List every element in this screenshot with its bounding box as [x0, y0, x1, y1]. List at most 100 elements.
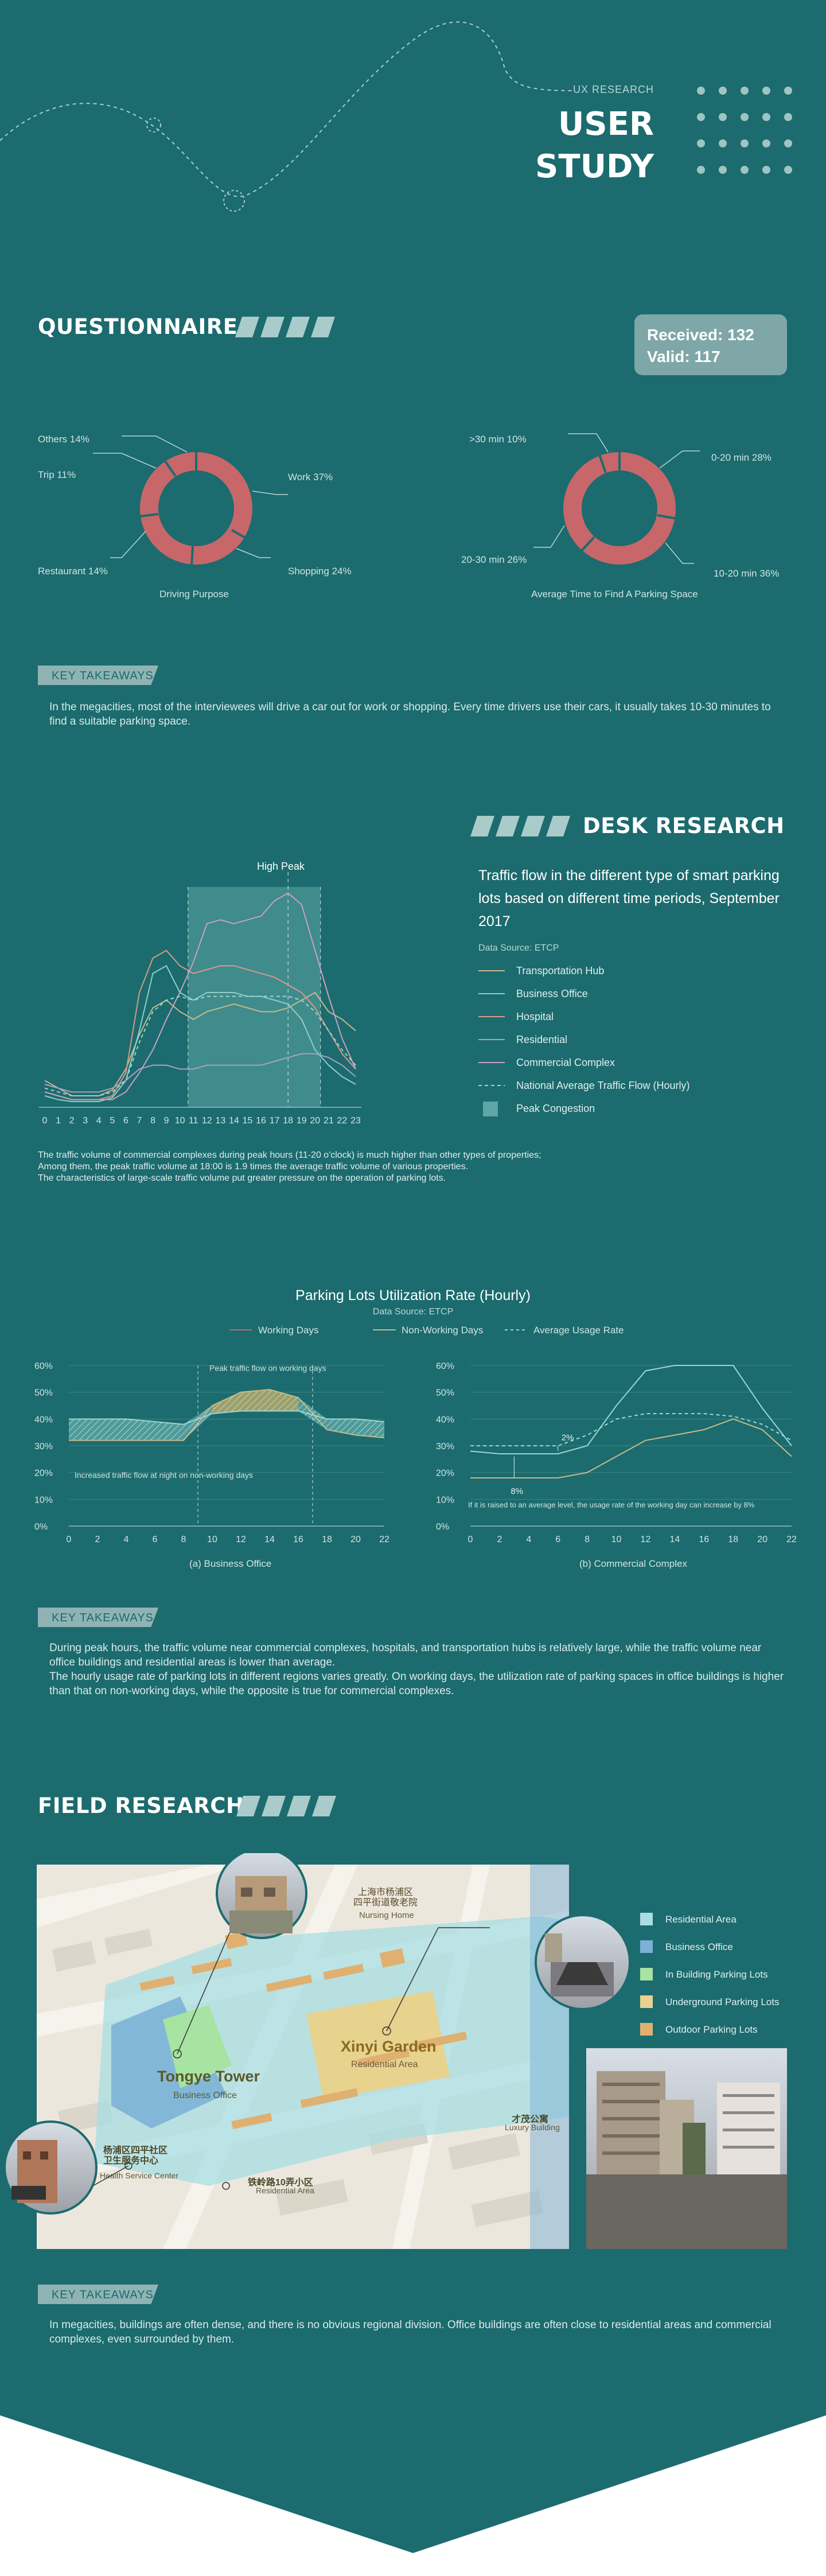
field-legend-label: Residential Area [665, 1914, 737, 1925]
takeaway-tag-3: KEY TAKEAWAYS [38, 2285, 158, 2304]
y-tick-label: 40% [34, 1415, 53, 1425]
section-stripes [235, 317, 335, 337]
area-difference [69, 1390, 384, 1441]
map-label-caimao-en: Luxury Building [505, 2123, 560, 2132]
header-dot [762, 113, 770, 121]
x-tick-label: 0 [67, 1535, 72, 1544]
y-tick-label: 50% [436, 1388, 454, 1398]
map-label-tielu-cn: 铁岭路10弄小区 [248, 2178, 313, 2188]
util-legend-label: Working Days [258, 1325, 319, 1336]
x-tick-label: 16 [699, 1535, 709, 1544]
x-tick-label: 18 [283, 1116, 293, 1124]
series-national-average [44, 995, 356, 1096]
legend-label: Commercial Complex [516, 1057, 615, 1068]
field-photos [3, 1853, 787, 2249]
x-tick-label: 1 [56, 1116, 61, 1124]
utilization-legend: Working Days Non-Working Days Average Usag… [229, 1325, 624, 1336]
header-dot [697, 139, 705, 147]
x-tick-label: 14 [229, 1116, 239, 1124]
y-tick-label: 50% [34, 1388, 53, 1398]
x-tick-label: 6 [153, 1535, 158, 1544]
valid-count: Valid: 117 [647, 348, 720, 365]
y-tick-label: 0% [34, 1522, 48, 1532]
takeaway-tag-label: KEY TAKEAWAYS [52, 2289, 154, 2301]
flow-note: The traffic volume of commercial complex… [38, 1150, 541, 1184]
series-non-working-days [470, 1365, 792, 1454]
area-working-peak [212, 1390, 298, 1414]
header-dot [741, 113, 749, 121]
annotation-8pct: 8% [511, 1487, 523, 1496]
field-legend-swatch [640, 1968, 653, 1980]
x-tick-label: 4 [124, 1535, 129, 1544]
annotation-night: Increased traffic flow at night on non-w… [75, 1470, 253, 1480]
series-residential [44, 1053, 356, 1093]
y-tick-label: 20% [436, 1469, 454, 1478]
header-decoration [0, 21, 792, 212]
takeaway-tag-label: KEY TAKEAWAYS [52, 670, 154, 682]
map-label-health-cn: 杨浦区四平社区 卫生服务中心 [103, 2146, 168, 2166]
takeaway-tag-label: KEY TAKEAWAYS [52, 1612, 154, 1624]
header-dot [784, 87, 792, 95]
x-tick-label: 20 [350, 1535, 361, 1544]
donut1-label-restaurant: Restaurant 14% [38, 566, 108, 577]
field-legend-label: In Building Parking Lots [665, 1969, 768, 1980]
received-count: Received: 132 [647, 326, 754, 344]
x-tick-label: 2 [497, 1535, 502, 1544]
x-tick-label: 10 [611, 1535, 622, 1544]
x-tick-label: 23 [350, 1116, 361, 1124]
x-tick-label: 8 [181, 1535, 186, 1544]
header-dot [762, 166, 770, 174]
header-dot [719, 139, 727, 147]
response-count-box: Received: 132 Valid: 117 [634, 314, 787, 375]
x-tick-label: 6 [555, 1535, 560, 1544]
x-tick-label: 4 [96, 1116, 102, 1124]
series-commercial-complex [44, 892, 356, 1100]
utilization-chart-business: 0% 10% 20% 30% 40% 50% 60% 0 2 4 6 8 10 12 14 16 18 20 22 P… [34, 1361, 389, 1544]
header-kicker: UX RESEARCH [572, 84, 654, 95]
chart-a-caption: (a) Business Office [189, 1558, 272, 1569]
donut-chart-driving-purpose [93, 435, 288, 566]
x-tick-label: 22 [337, 1116, 348, 1124]
x-tick-label: 16 [256, 1116, 266, 1124]
donut2-caption: Average Time to Find A Parking Space [531, 589, 698, 600]
takeaway-text-1: In the megacities, most of the interview… [49, 701, 771, 727]
donut2-label-over30: >30 min 10% [469, 434, 527, 445]
y-tick-label: 0% [436, 1522, 449, 1532]
y-tick-label: 20% [34, 1469, 53, 1478]
x-tick-label: 4 [526, 1535, 531, 1544]
x-tick-label: 21 [324, 1116, 334, 1124]
x-tick-label: 18 [728, 1535, 738, 1544]
donut1-label-others: Others 14% [38, 434, 89, 445]
series-working-days [470, 1418, 792, 1478]
section-stripes [236, 1796, 336, 1816]
header-dot [784, 166, 792, 174]
series-non-working-days [69, 1410, 385, 1425]
questionnaire-title: QUESTIONNAIRE [38, 314, 238, 339]
x-tick-label: 19 [297, 1116, 307, 1124]
utilization-source: Data Source: ETCP [372, 1307, 454, 1317]
x-tick-label: 0 [468, 1535, 473, 1544]
field-legend-swatch [640, 1913, 653, 1925]
x-tick-label: 11 [189, 1116, 198, 1124]
header-dot [741, 139, 749, 147]
takeaway-tag-1: KEY TAKEAWAYS [38, 666, 158, 685]
x-tick-label: 20 [757, 1535, 767, 1544]
x-tick-label: 14 [669, 1535, 680, 1544]
x-tick-label: 17 [270, 1116, 280, 1124]
x-tick-label: 8 [150, 1116, 155, 1124]
y-tick-label: 10% [436, 1495, 454, 1505]
x-tick-label: 12 [202, 1116, 212, 1124]
x-tick-label: 12 [236, 1535, 246, 1544]
header-dot [697, 113, 705, 121]
header-title-line2: STUDY [535, 148, 654, 185]
map-label-tongye: Tongye Tower [157, 2068, 260, 2085]
header-dot [719, 87, 727, 95]
legend-swatch-peak [483, 1102, 498, 1116]
section-stripes [470, 816, 570, 836]
flow-note-line3: The characteristics of large-scale traff… [38, 1173, 446, 1183]
map-label-caimao-cn: 才茂公寓 [512, 2115, 549, 2124]
x-tick-label: 16 [293, 1535, 303, 1544]
takeaway-text-3: In megacities, buildings are often dense… [49, 2319, 772, 2345]
desk-research-title: DESK RESEARCH [583, 814, 785, 838]
donut-chart-parking-time [533, 433, 700, 565]
